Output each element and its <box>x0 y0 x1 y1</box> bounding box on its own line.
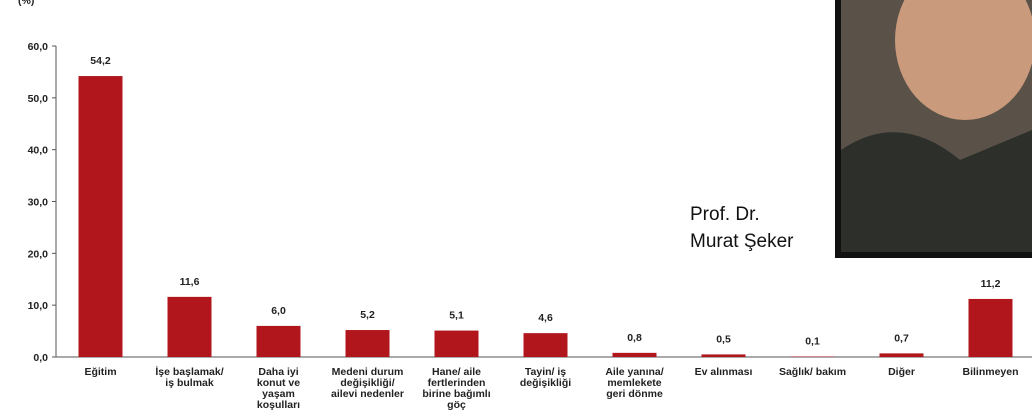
x-tick-label: Bilinmeyen <box>962 366 1018 378</box>
x-tick-label: Medeni durum değişikliği/ailevi nedenler <box>331 366 404 400</box>
y-tick-label: 60,0 <box>28 41 49 53</box>
y-axis-label: (%) <box>18 0 34 7</box>
value-label: 11,6 <box>180 276 200 288</box>
bar <box>345 330 390 357</box>
x-tick-label: Daha iyi konut ve yaşam koşulları <box>257 366 300 411</box>
value-label: 54,2 <box>90 55 111 67</box>
x-tick-label: İşe başlamak/iş bulmak <box>155 365 223 389</box>
bar <box>701 354 746 357</box>
photo <box>835 0 1032 258</box>
caption-line: Murat Şeker <box>690 231 794 252</box>
bar <box>523 333 568 357</box>
value-label: 0,7 <box>894 332 909 344</box>
bar <box>167 296 212 357</box>
value-label: 5,1 <box>449 310 464 322</box>
bar <box>612 352 657 357</box>
x-tick-label: Tayin/ iş değişikliği <box>520 366 571 389</box>
bar <box>256 325 301 357</box>
x-tick-label: Sağlık/ bakım <box>779 366 846 378</box>
x-tick-label: Diğer <box>888 366 915 378</box>
bar <box>968 298 1013 357</box>
value-label: 0,8 <box>627 332 642 344</box>
x-tick-label: Aile yanına/memlekete geri dönme <box>605 366 663 400</box>
y-tick-label: 30,0 <box>28 197 49 209</box>
x-tick-label: Ev alınması <box>695 366 753 378</box>
x-tick-label: Hane/ aile fertlerinden birine bağımlı göç <box>422 366 490 411</box>
photo-face <box>895 0 1032 120</box>
value-label: 5,2 <box>360 309 375 321</box>
caption-line: Prof. Dr. <box>690 204 760 225</box>
bar <box>78 76 123 358</box>
value-label: 0,1 <box>805 335 820 347</box>
value-label: 6,0 <box>271 305 286 317</box>
bar <box>434 330 479 357</box>
bar <box>790 356 835 357</box>
x-tick-label: Eğitim <box>84 366 116 378</box>
y-tick-label: 20,0 <box>28 248 49 260</box>
y-tick-label: 0,0 <box>33 352 48 364</box>
y-tick-label: 40,0 <box>28 145 49 157</box>
y-tick-label: 10,0 <box>28 300 49 312</box>
value-label: 4,6 <box>538 312 553 324</box>
value-label: 0,5 <box>716 333 731 345</box>
photo-jacket <box>841 130 1032 252</box>
bar <box>879 353 924 357</box>
value-label: 11,2 <box>981 278 1001 290</box>
y-tick-label: 50,0 <box>28 93 49 105</box>
